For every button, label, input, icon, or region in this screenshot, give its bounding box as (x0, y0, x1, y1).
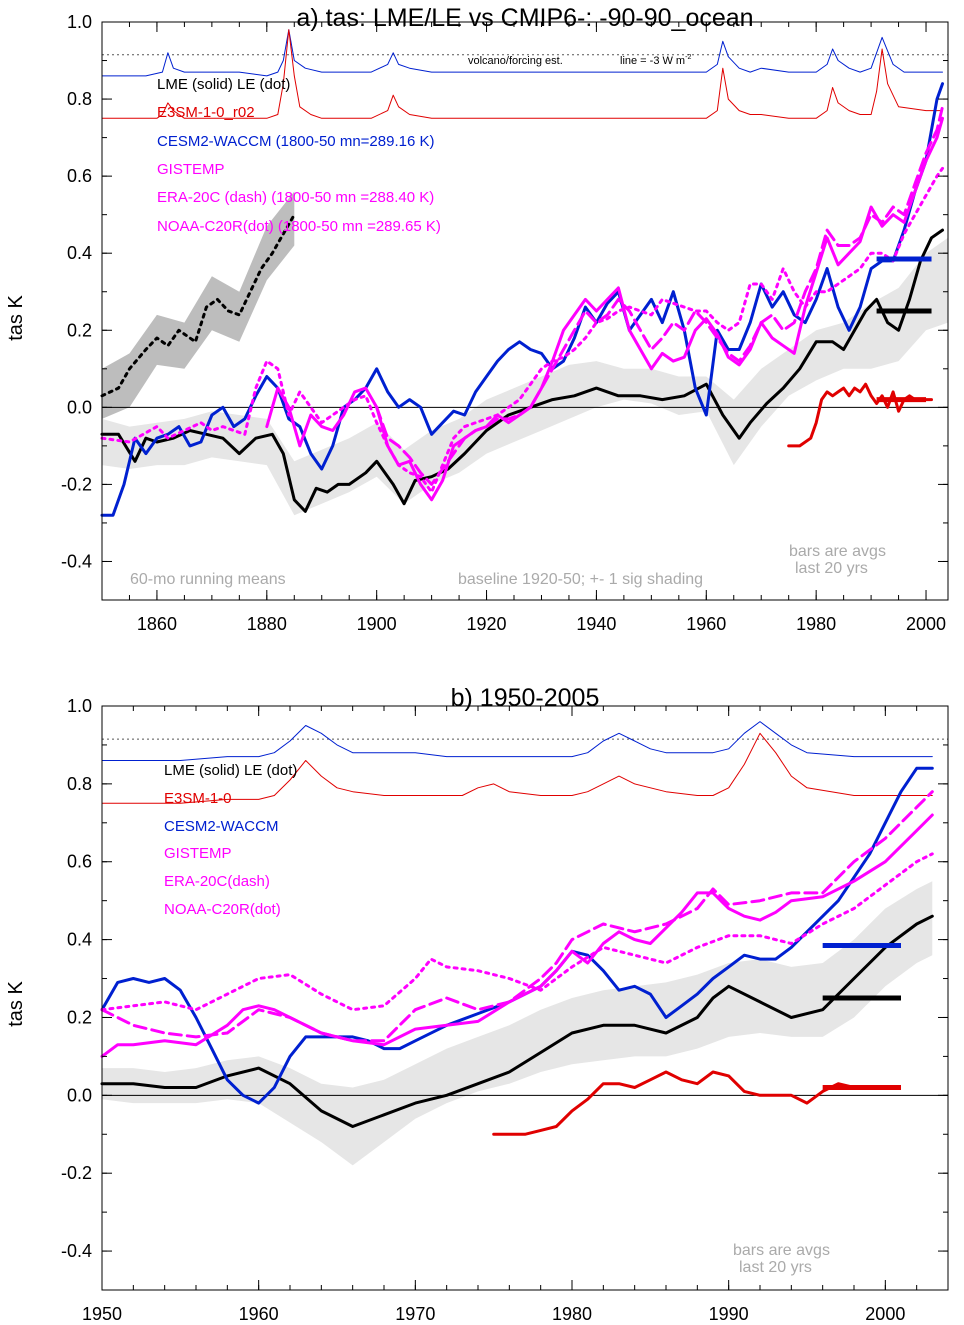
panel-b-xtick-label: 1990 (709, 1304, 749, 1324)
panel-b-xtick-label: 1980 (552, 1304, 592, 1324)
panel-b-xtick-label: 1970 (395, 1304, 435, 1324)
panel-a-note-baseline: baseline 1920-50; +- 1 sig shading (458, 571, 703, 588)
panel-b-xtick-label: 1950 (82, 1304, 122, 1324)
panel-a-legend-cesm2: CESM2-WACCM (1800-50 mn=289.16 K) (157, 133, 434, 150)
panel-a-legend-e3sm: E3SM-1-0_r02 (157, 104, 255, 121)
panel-a-forcing-line-sup: -2 (685, 54, 691, 61)
panel-b-ylabel: tas K (5, 981, 27, 1027)
panel-a-xtick-label: 2000 (906, 614, 946, 634)
panel-a-note-running: 60-mo running means (130, 571, 286, 588)
panel-a-note-bars2: last 20 yrs (795, 560, 868, 577)
panel-a-forcing-line-text: line = -3 W m (620, 55, 685, 67)
panel-b-legend-noaa: NOAA-C20R(dot) (164, 901, 281, 918)
panel-b-xtick-label: 2000 (865, 1304, 905, 1324)
panel-b-legend-gistemp: GISTEMP (164, 845, 232, 862)
panel-a-ticks: -0.4 -0.2 0.0 0.2 0.4 0.6 0.8 1.0 1860 1880 1900 19… (61, 12, 948, 634)
panel-a-ylabel: tas K (5, 295, 27, 341)
panel-b-legend-era20c: ERA-20C(dash) (164, 873, 270, 890)
panel-b-legend-cesm2: CESM2-WACCM (164, 818, 278, 835)
panel-a-ytick-label: 0.6 (67, 166, 92, 186)
panel-b-series-cesm2-forcing (101, 721, 933, 761)
panel-a-series-le (100, 213, 296, 398)
panel-a-note-bars1: bars are avgs (789, 543, 886, 560)
panel-a: a) tas: LME/LE vs CMIP6-: -90-90_ocean t… (5, 4, 949, 634)
panel-a-forcing-line-label: line = -3 W m-2 (620, 54, 691, 67)
panel-a-ytick-label: -0.4 (61, 551, 92, 571)
panel-b-title: b) 1950-2005 (451, 684, 600, 712)
panel-a-series-e3sm-forcing (101, 29, 943, 119)
panel-a-series-lme (100, 228, 944, 513)
panel-a-ytick-label: -0.2 (61, 474, 92, 494)
panel-a-band-1 (102, 191, 295, 419)
panel-b-ytick-label: 1.0 (67, 696, 92, 716)
panel-a-series-cesm2-waccm (100, 82, 944, 517)
panel-a-xtick-label: 1940 (576, 614, 616, 634)
panel-a-xtick-label: 1860 (137, 614, 177, 634)
panel-b-series-e3sm-1-0 (492, 1070, 887, 1136)
panel-a-bars (876, 256, 932, 403)
panel-a-bands (102, 191, 948, 516)
panel-a-series-era-20c (375, 105, 944, 486)
panel-a-legend-lme-le: LME (solid) LE (dot) (157, 76, 290, 93)
panel-a-xtick-label: 1960 (686, 614, 726, 634)
panel-b-legend-e3sm: E3SM-1-0 (164, 790, 232, 807)
panel-a-forcing-label: volcano/forcing est. (468, 55, 563, 67)
panel-b-series-lme (100, 914, 934, 1128)
panel-a-series-e3sm-1-0 (787, 382, 933, 448)
panel-a-ytick-label: 0.8 (67, 89, 92, 109)
panel-b: b) 1950-2005 tas K -0.4 -0.2 0.0 0.2 0.4 0.6 0… (5, 684, 949, 1324)
panel-b-ytick-label: -0.2 (61, 1163, 92, 1183)
panel-b-series-era-20c (100, 790, 934, 1043)
panel-a-legend-gistemp: GISTEMP (157, 161, 225, 178)
panel-b-ytick-label: 0.2 (67, 1007, 92, 1027)
panel-a-legend-era20c: ERA-20C (dash) (1800-50 mn =288.40 K) (157, 189, 434, 206)
panel-a-title: a) tas: LME/LE vs CMIP6-: -90-90_ocean (296, 4, 753, 32)
panel-b-ytick-label: 0.0 (67, 1085, 92, 1105)
panel-b-ytick-label: 0.6 (67, 852, 92, 872)
panel-a-xtick-label: 1880 (247, 614, 287, 634)
panel-a-ytick-label: 0.2 (67, 320, 92, 340)
panel-b-ticks: -0.4 -0.2 0.0 0.2 0.4 0.6 0.8 1.0 1950 1960 1970 19… (61, 696, 949, 1324)
panel-b-series-gistemp (100, 813, 934, 1058)
panel-a-ytick-label: 0.4 (67, 243, 92, 263)
panel-a-series (100, 29, 944, 517)
panel-b-ytick-label: 0.8 (67, 774, 92, 794)
panel-a-series-gistemp (265, 116, 944, 502)
panel-b-xtick-label: 1960 (239, 1304, 279, 1324)
panel-a-frame (101, 21, 949, 601)
panel-b-bars (822, 942, 901, 1091)
panel-a-band-0 (102, 237, 948, 516)
panel-a-series-cesm2-forcing (101, 29, 943, 77)
panel-b-ytick-label: 0.4 (67, 930, 92, 950)
panel-b-frame (101, 705, 949, 1291)
panel-b-bands (102, 881, 933, 1166)
panel-b-series (100, 721, 934, 1136)
panel-b-note-bars2: last 20 yrs (739, 1259, 812, 1276)
panel-a-xtick-label: 1900 (357, 614, 397, 634)
panel-a-xtick-label: 1920 (467, 614, 507, 634)
panel-a-series-noaa-c20r (100, 166, 944, 494)
panel-a-ytick-label: 0.0 (67, 397, 92, 417)
panel-b-series-noaa-c20r (100, 852, 934, 1012)
panel-b-ytick-label: -0.4 (61, 1241, 92, 1261)
panel-b-band-0 (102, 881, 933, 1166)
panel-a-legend-noaa: NOAA-C20R(dot) (1800-50 mn =289.65 K) (157, 218, 441, 235)
panel-b-series-e3sm-forcing (101, 732, 933, 804)
panel-a-xtick-label: 1980 (796, 614, 836, 634)
panel-b-legend-lme-le: LME (solid) LE (dot) (164, 762, 297, 779)
panel-a-ytick-label: 1.0 (67, 12, 92, 32)
panel-b-note-bars1: bars are avgs (733, 1242, 830, 1259)
